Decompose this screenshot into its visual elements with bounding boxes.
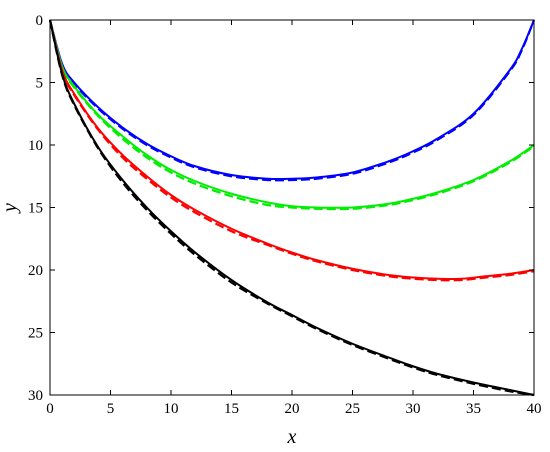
y-tick-label: 0 (36, 13, 44, 29)
y-tick-label: 10 (28, 138, 43, 154)
y-tick-label: 5 (36, 76, 44, 92)
series-2-solid-line (49, 19, 535, 280)
x-tick-label: 5 (107, 401, 115, 417)
y-axis-title: y (0, 203, 21, 214)
series-2-dashed-line (48, 19, 535, 282)
x-tick-label: 30 (406, 401, 421, 417)
x-tick-label: 40 (527, 401, 542, 417)
x-tick-label: 15 (224, 401, 239, 417)
series-0-dashed-line (48, 19, 536, 182)
x-tick-label: 35 (466, 401, 481, 417)
y-tick-label: 25 (28, 326, 43, 342)
x-tick-label: 20 (285, 401, 300, 417)
series-1-dashed-line (48, 19, 535, 211)
x-tick-label: 25 (345, 401, 360, 417)
tick-layer: 0 5 10 15 20 25 30 35 40 0 5 10 15 20 25 30 (28, 13, 542, 417)
y-tick-label: 20 (28, 263, 43, 279)
y-tick-label: 15 (28, 201, 43, 217)
x-tick-label: 10 (164, 401, 179, 417)
series-3-dashed-line (48, 19, 535, 397)
x-tick-label: 0 (46, 401, 54, 417)
y-tick-label: 30 (28, 388, 43, 404)
x-axis-title: x (287, 426, 297, 448)
series-layer (48, 19, 536, 397)
